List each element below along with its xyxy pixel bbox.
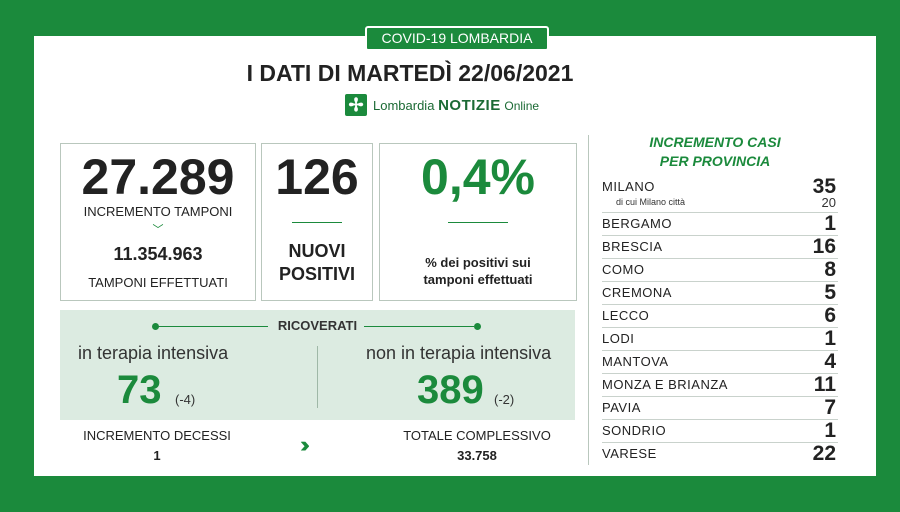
province-row: SONDRIO 1: [602, 419, 838, 443]
milano-city-value: 20: [821, 195, 836, 210]
positivi-label-line1: NUOVI: [288, 241, 346, 261]
province-name: CREMONA: [602, 285, 672, 300]
page-title: I DATI DI MARTEDÌ 22/06/2021: [246, 60, 574, 86]
province-value: 1: [824, 419, 836, 442]
totale-value: 33.758: [457, 448, 497, 463]
province-value: 5: [824, 281, 836, 304]
province-value: 1: [824, 212, 836, 235]
province-row-milano: MILANO 35 di cui Milano città 20: [602, 175, 838, 213]
logo-text: Lombardia NOTIZIE Online: [373, 97, 539, 114]
decessi-label: INCREMENTO DECESSI: [83, 428, 231, 443]
province-value: 22: [812, 442, 836, 465]
region-badge: COVID-19 LOMBARDIA: [365, 26, 549, 51]
province-value: 1: [824, 327, 836, 350]
province-row: LECCO 6: [602, 304, 838, 328]
tamponi-total-value: 11.354.963: [113, 244, 203, 264]
province-row: PAVIA 7: [602, 396, 838, 420]
dot-icon: [474, 323, 481, 330]
divider: [364, 326, 474, 327]
logo-brand: Lombardia: [373, 97, 435, 113]
totale-label: TOTALE COMPLESSIVO: [403, 428, 551, 443]
divider: [317, 346, 318, 408]
province-title-line2: PER PROVINCIA: [659, 153, 771, 169]
province-row: LODI 1: [602, 327, 838, 351]
province-name: BRESCIA: [602, 239, 663, 254]
dot-icon: [152, 323, 159, 330]
province-name: COMO: [602, 262, 645, 277]
province-row: COMO 8: [602, 258, 838, 282]
tamponi-box: 27.289 INCREMENTO TAMPONI ﹀ 11.354.963 T…: [60, 143, 256, 301]
province-value: 16: [812, 235, 836, 258]
ricoverati-title: RICOVERATI: [277, 318, 358, 333]
province-row: MANTOVA 4: [602, 350, 838, 374]
province-name: MILANO: [602, 179, 655, 194]
percent-label-line2: tamponi effettuati: [423, 272, 533, 287]
column-divider: [588, 135, 589, 465]
intensive-delta: (-4): [175, 392, 196, 407]
intensive-label: in terapia intensiva: [78, 343, 229, 363]
percent-label: % dei positivi sui tamponi effettuati: [380, 254, 576, 288]
province-row: BERGAMO 1: [602, 212, 838, 236]
positivi-box: 126 NUOVI POSITIVI: [261, 143, 373, 301]
percent-value: 0,4%: [421, 149, 535, 205]
percent-box: 0,4% % dei positivi sui tamponi effettua…: [379, 143, 577, 301]
province-value: 7: [824, 396, 836, 419]
province-name: BERGAMO: [602, 216, 672, 231]
ricoverati-panel: RICOVERATI in terapia intensiva 73 (-4) …: [60, 310, 575, 420]
province-name: LODI: [602, 331, 635, 346]
tamponi-increment-label: INCREMENTO TAMPONI: [83, 204, 233, 219]
province-row: VARESE 22: [602, 442, 838, 465]
intensive-value: 73: [117, 368, 162, 412]
province-row: CREMONA 5: [602, 281, 838, 305]
tamponi-total-label: TAMPONI EFFETTUATI: [88, 275, 228, 290]
province-name: PAVIA: [602, 400, 641, 415]
divider: [292, 222, 342, 223]
province-row: BRESCIA 16: [602, 235, 838, 259]
province-name: MANTOVA: [602, 354, 669, 369]
tamponi-increment-value: 27.289: [81, 149, 235, 205]
chevron-down-icon: ﹀: [152, 224, 164, 236]
chevrons-right-icon: ›››: [300, 432, 310, 457]
positivi-label: NUOVI POSITIVI: [262, 240, 372, 286]
milano-city-label: di cui Milano città: [616, 197, 686, 207]
publisher-logo: ✢ Lombardia NOTIZIE Online: [345, 93, 539, 117]
province-value: 4: [824, 350, 836, 373]
non-intensive-label: non in terapia intensiva: [366, 343, 552, 363]
non-intensive-delta: (-2): [494, 392, 515, 407]
divider: [448, 222, 508, 223]
province-name: LECCO: [602, 308, 650, 323]
province-list: MILANO 35 di cui Milano città 20 BERGAMO…: [602, 175, 838, 465]
province-row: MONZA E BRIANZA 11: [602, 373, 838, 397]
positivi-value: 126: [275, 149, 359, 205]
decessi-value: 1: [153, 448, 161, 463]
province-name: VARESE: [602, 446, 657, 461]
province-value: 8: [824, 258, 836, 281]
province-value: 35: [812, 175, 836, 198]
province-title: INCREMENTO CASI PER PROVINCIA: [600, 133, 830, 171]
positivi-label-line2: POSITIVI: [278, 264, 356, 284]
percent-label-line1: % dei positivi sui: [425, 255, 531, 270]
logo-suffix: Online: [504, 98, 540, 113]
province-name: SONDRIO: [602, 423, 667, 438]
province-value: 6: [824, 304, 836, 327]
non-intensive-value: 389: [417, 368, 484, 412]
lombardia-cross-icon: ✢: [345, 94, 367, 116]
province-title-line1: INCREMENTO CASI: [649, 134, 781, 150]
divider: [158, 326, 268, 327]
province-name: MONZA E BRIANZA: [602, 377, 728, 392]
logo-name: NOTIZIE: [438, 96, 501, 114]
province-value: 11: [813, 373, 836, 396]
